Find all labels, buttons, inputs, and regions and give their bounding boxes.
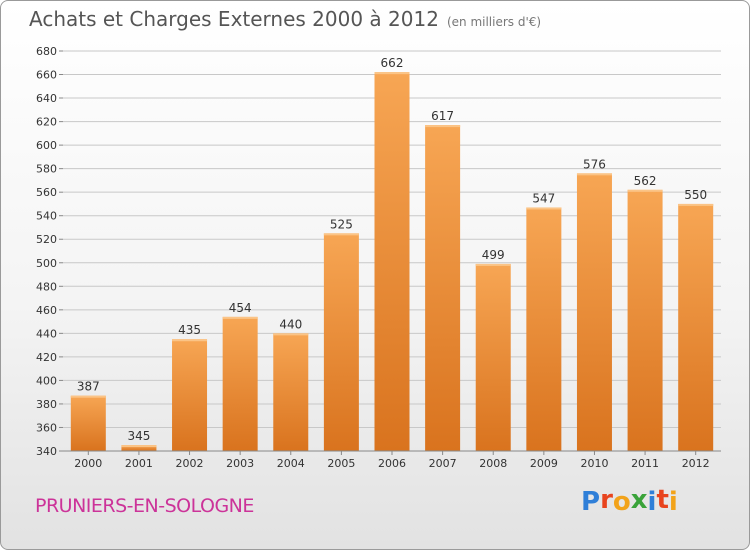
y-tick-label: 380 — [36, 398, 57, 411]
y-tick-label: 660 — [36, 69, 57, 82]
x-tick-label: 2008 — [479, 457, 507, 470]
bar-2004 — [273, 333, 309, 451]
bar-2012 — [678, 203, 714, 451]
bar-2000 — [70, 395, 106, 451]
logo-letter: x — [630, 485, 648, 515]
y-tick-label: 340 — [36, 445, 57, 458]
data-label: 440 — [279, 317, 302, 331]
bar-2008 — [475, 263, 511, 451]
logo-letter: P — [581, 487, 601, 517]
place-name: PRUNIERS-EN-SOLOGNE — [35, 495, 254, 517]
y-axis: 340 360 380 400 420 440 460 480 500 520 540 560 580 6… — [36, 45, 63, 458]
x-tick-label: 2003 — [226, 457, 254, 470]
bar-highlight — [425, 125, 461, 128]
proxiti-logo[interactable]: Proxiti — [581, 485, 678, 517]
logo-letter: t — [656, 485, 669, 515]
bar-highlight — [172, 339, 208, 342]
bar-2006 — [374, 72, 410, 452]
y-tick-label: 460 — [36, 304, 57, 317]
x-tick-label: 2000 — [74, 457, 102, 470]
chart-subtitle: (en milliers d'€) — [446, 15, 542, 29]
x-tick-label: 2005 — [327, 457, 355, 470]
bar-2011 — [627, 189, 663, 451]
logo-letter: i — [668, 487, 678, 517]
y-tick-label: 360 — [36, 421, 57, 434]
x-tick-label: 2010 — [580, 457, 608, 470]
data-label: 562 — [634, 174, 657, 188]
data-label: 662 — [381, 56, 404, 70]
y-tick-label: 640 — [36, 92, 57, 105]
data-label: 525 — [330, 217, 353, 231]
data-labels: 387 345 435 454 440 525 662 617 499 547 576 562 550 — [77, 56, 707, 443]
bar-highlight — [678, 203, 714, 206]
chart-title-text: Achats et Charges Externes 2000 à 2012 — [29, 7, 439, 31]
y-tick-label: 400 — [36, 374, 57, 387]
chart-title: Achats et Charges Externes 2000 à 2012 (e… — [29, 7, 541, 31]
bar-highlight — [627, 189, 663, 192]
bar-2010 — [576, 173, 612, 451]
y-tick-label: 540 — [36, 210, 57, 223]
y-tick-label: 440 — [36, 327, 57, 340]
data-label: 499 — [482, 248, 505, 262]
bar-highlight — [323, 233, 359, 236]
logo-letter: r — [600, 485, 613, 515]
bar-highlight — [576, 173, 612, 176]
data-label: 435 — [178, 323, 201, 337]
data-label: 454 — [229, 301, 252, 315]
bar-highlight — [374, 72, 410, 75]
y-tick-label: 480 — [36, 280, 57, 293]
y-tick-label: 620 — [36, 116, 57, 129]
logo-letter: o — [612, 487, 631, 517]
data-label: 547 — [532, 191, 555, 205]
data-label: 617 — [431, 109, 454, 123]
y-tick-label: 520 — [36, 233, 57, 246]
bar-highlight — [526, 207, 562, 210]
y-tick-label: 420 — [36, 351, 57, 364]
x-tick-label: 2001 — [125, 457, 153, 470]
bar-highlight — [70, 395, 106, 398]
bar-highlight — [475, 263, 511, 266]
y-tick-label: 600 — [36, 139, 57, 152]
bar-2005 — [323, 233, 359, 451]
x-tick-label: 2012 — [682, 457, 710, 470]
data-label: 345 — [127, 429, 150, 443]
x-tick-label: 2009 — [530, 457, 558, 470]
bar-2003 — [222, 316, 258, 451]
data-label: 387 — [77, 380, 100, 394]
bar-2001 — [121, 445, 157, 451]
y-tick-label: 580 — [36, 163, 57, 176]
data-label: 576 — [583, 157, 606, 171]
bar-2009 — [526, 207, 562, 451]
bars — [70, 72, 714, 452]
data-label: 550 — [684, 188, 707, 202]
x-tick-label: 2011 — [631, 457, 659, 470]
x-tick-label: 2002 — [176, 457, 204, 470]
bar-2002 — [172, 339, 208, 451]
x-tick-label: 2004 — [277, 457, 305, 470]
y-tick-label: 680 — [36, 45, 57, 58]
logo-letter: i — [647, 487, 657, 517]
x-tick-label: 2006 — [378, 457, 406, 470]
bar-highlight — [121, 445, 157, 448]
bar-2007 — [425, 125, 461, 451]
x-axis: 2000 2001 2002 2003 2004 2005 2006 2007 2008 2009… — [63, 450, 721, 470]
bar-highlight — [273, 333, 309, 336]
y-tick-label: 500 — [36, 257, 57, 270]
bar-highlight — [222, 316, 258, 319]
y-tick-label: 560 — [36, 186, 57, 199]
x-tick-label: 2007 — [429, 457, 457, 470]
